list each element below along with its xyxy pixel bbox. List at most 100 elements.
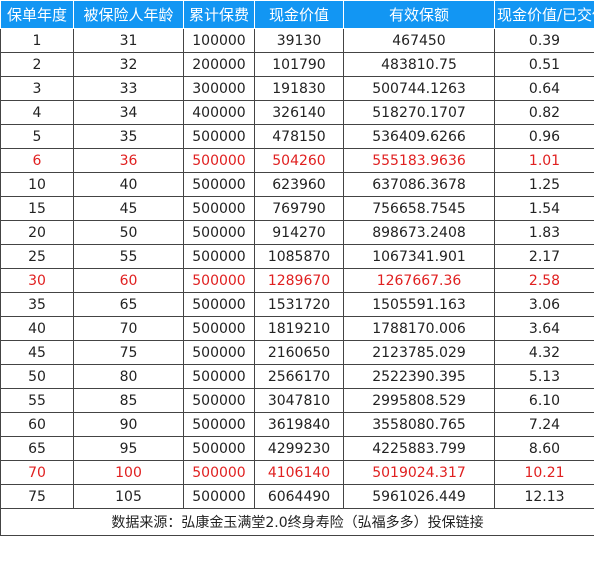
table-row: 40 70 500000 1819210 1788170.006 3.64 [0, 316, 594, 341]
cell-policy-year: 25 [0, 244, 74, 269]
cell-policy-year: 70 [0, 460, 74, 485]
cell-cumulative-premium: 500000 [183, 268, 255, 293]
cell-cash-value: 101790 [254, 52, 344, 77]
table-row: 4 34 400000 326140 518270.1707 0.82 [0, 100, 594, 125]
cell-policy-year: 50 [0, 364, 74, 389]
cell-cash-value: 504260 [254, 148, 344, 173]
cell-effective-sum-assured: 1505591.163 [343, 292, 495, 317]
cell-policy-year: 35 [0, 292, 74, 317]
cell-cumulative-premium: 500000 [183, 460, 255, 485]
cell-insured-age: 45 [73, 196, 184, 221]
cell-effective-sum-assured: 756658.7545 [343, 196, 495, 221]
header-insured-age: 被保险人年龄 [73, 0, 184, 29]
cell-policy-year: 30 [0, 268, 74, 293]
table-row: 2 32 200000 101790 483810.75 0.51 [0, 52, 594, 77]
table-row: 50 80 500000 2566170 2522390.395 5.13 [0, 364, 594, 389]
table-row: 1 31 100000 39130 467450 0.39 [0, 28, 594, 53]
cell-effective-sum-assured: 5961026.449 [343, 484, 495, 509]
cell-cash-value: 2160650 [254, 340, 344, 365]
cell-cumulative-premium: 500000 [183, 244, 255, 269]
cell-cash-value-ratio: 2.17 [494, 244, 594, 269]
cell-insured-age: 85 [73, 388, 184, 413]
cell-cash-value: 191830 [254, 76, 344, 101]
cell-policy-year: 55 [0, 388, 74, 413]
cell-policy-year: 10 [0, 172, 74, 197]
cell-insured-age: 95 [73, 436, 184, 461]
cell-insured-age: 105 [73, 484, 184, 509]
cell-policy-year: 2 [0, 52, 74, 77]
cell-cash-value-ratio: 4.32 [494, 340, 594, 365]
table-row: 6 36 500000 504260 555183.9636 1.01 [0, 148, 594, 173]
cell-insured-age: 70 [73, 316, 184, 341]
cell-effective-sum-assured: 518270.1707 [343, 100, 495, 125]
cell-cash-value-ratio: 10.21 [494, 460, 594, 485]
table-row: 30 60 500000 1289670 1267667.36 2.58 [0, 268, 594, 293]
cell-cash-value: 2566170 [254, 364, 344, 389]
table-row: 60 90 500000 3619840 3558080.765 7.24 [0, 412, 594, 437]
table-body: 1 31 100000 39130 467450 0.39 2 32 200000 101790 4… [0, 28, 594, 509]
cell-effective-sum-assured: 2995808.529 [343, 388, 495, 413]
cell-cash-value-ratio: 0.39 [494, 28, 594, 53]
cell-insured-age: 60 [73, 268, 184, 293]
cell-cash-value-ratio: 0.51 [494, 52, 594, 77]
table-row: 3 33 300000 191830 500744.1263 0.64 [0, 76, 594, 101]
table-row: 5 35 500000 478150 536409.6266 0.96 [0, 124, 594, 149]
table-row: 45 75 500000 2160650 2123785.029 4.32 [0, 340, 594, 365]
cell-effective-sum-assured: 637086.3678 [343, 172, 495, 197]
cell-insured-age: 50 [73, 220, 184, 245]
cell-effective-sum-assured: 483810.75 [343, 52, 495, 77]
cell-cash-value: 6064490 [254, 484, 344, 509]
cell-cumulative-premium: 500000 [183, 148, 255, 173]
cell-insured-age: 40 [73, 172, 184, 197]
cell-insured-age: 31 [73, 28, 184, 53]
table-row: 10 40 500000 623960 637086.3678 1.25 [0, 172, 594, 197]
cell-policy-year: 15 [0, 196, 74, 221]
cell-insured-age: 35 [73, 124, 184, 149]
table-row: 55 85 500000 3047810 2995808.529 6.10 [0, 388, 594, 413]
cell-cash-value: 326140 [254, 100, 344, 125]
cell-cash-value-ratio: 5.13 [494, 364, 594, 389]
table-header-row: 保单年度 被保险人年龄 累计保费 现金价值 有效保额 现金价值/已交保费 [0, 0, 594, 29]
cell-cash-value-ratio: 8.60 [494, 436, 594, 461]
cell-policy-year: 3 [0, 76, 74, 101]
cell-insured-age: 80 [73, 364, 184, 389]
data-source-note: 数据来源：弘康金玉满堂2.0终身寿险（弘福多多）投保链接 [0, 508, 594, 536]
cell-cash-value: 623960 [254, 172, 344, 197]
cell-cash-value-ratio: 3.64 [494, 316, 594, 341]
cell-policy-year: 20 [0, 220, 74, 245]
cell-cash-value: 3047810 [254, 388, 344, 413]
cell-effective-sum-assured: 2522390.395 [343, 364, 495, 389]
cell-cumulative-premium: 500000 [183, 292, 255, 317]
table-row: 70 100 500000 4106140 5019024.317 10.21 [0, 460, 594, 485]
cell-cumulative-premium: 500000 [183, 220, 255, 245]
cell-cash-value-ratio: 3.06 [494, 292, 594, 317]
cell-policy-year: 40 [0, 316, 74, 341]
cell-cash-value-ratio: 1.83 [494, 220, 594, 245]
cell-effective-sum-assured: 1267667.36 [343, 268, 495, 293]
cell-cash-value-ratio: 6.10 [494, 388, 594, 413]
cell-policy-year: 4 [0, 100, 74, 125]
cell-insured-age: 65 [73, 292, 184, 317]
cell-insured-age: 34 [73, 100, 184, 125]
cell-cumulative-premium: 100000 [183, 28, 255, 53]
cell-policy-year: 60 [0, 412, 74, 437]
cell-cash-value: 39130 [254, 28, 344, 53]
cell-cash-value: 4106140 [254, 460, 344, 485]
cell-policy-year: 6 [0, 148, 74, 173]
cell-effective-sum-assured: 1788170.006 [343, 316, 495, 341]
cell-policy-year: 75 [0, 484, 74, 509]
cell-cash-value-ratio: 2.58 [494, 268, 594, 293]
cell-insured-age: 33 [73, 76, 184, 101]
cell-cumulative-premium: 500000 [183, 340, 255, 365]
cell-cumulative-premium: 500000 [183, 172, 255, 197]
cell-cash-value: 769790 [254, 196, 344, 221]
cell-cash-value-ratio: 0.64 [494, 76, 594, 101]
cell-cumulative-premium: 300000 [183, 76, 255, 101]
cell-cash-value: 3619840 [254, 412, 344, 437]
cell-effective-sum-assured: 3558080.765 [343, 412, 495, 437]
cell-cumulative-premium: 500000 [183, 436, 255, 461]
cell-effective-sum-assured: 1067341.901 [343, 244, 495, 269]
table-footer-row: 数据来源：弘康金玉满堂2.0终身寿险（弘福多多）投保链接 [0, 508, 594, 536]
cell-insured-age: 36 [73, 148, 184, 173]
cell-cash-value-ratio: 0.96 [494, 124, 594, 149]
